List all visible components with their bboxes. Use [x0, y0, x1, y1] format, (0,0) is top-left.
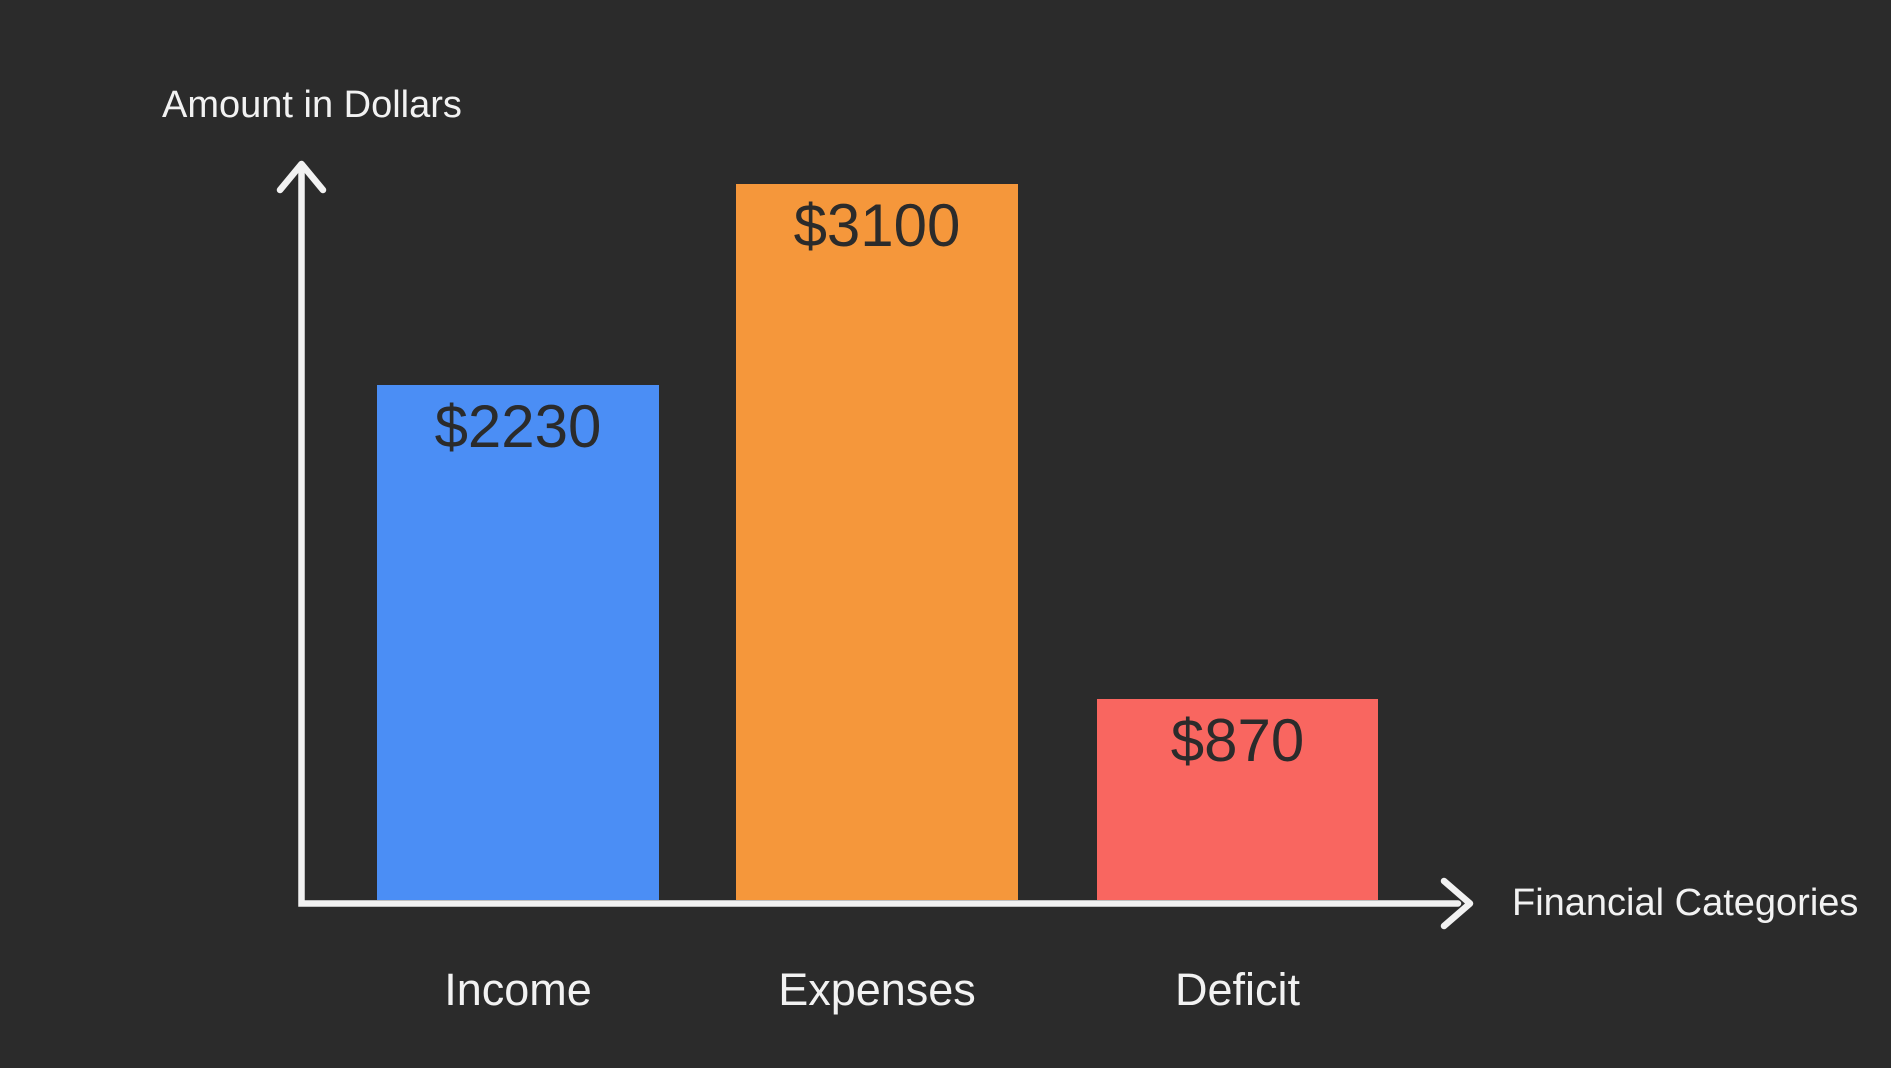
category-label-income: Income [444, 964, 592, 1015]
y-axis-line [298, 164, 1462, 907]
bar-income: $2230 [377, 385, 659, 900]
x-axis-arrow-icon [1440, 877, 1474, 930]
bar-deficit: $870 [1097, 699, 1378, 900]
bar-value-expenses: $3100 [793, 192, 961, 259]
category-label-expenses: Expenses [778, 964, 976, 1015]
bar-expenses: $3100 [736, 184, 1018, 900]
x-axis-title: Financial Categories [1512, 882, 1859, 924]
y-axis-title: Amount in Dollars [162, 84, 462, 126]
bar-value-deficit: $870 [1170, 707, 1305, 774]
y-axis-arrow-icon [276, 160, 327, 194]
category-label-deficit: Deficit [1174, 964, 1301, 1015]
bar-value-income: $2230 [434, 393, 602, 460]
